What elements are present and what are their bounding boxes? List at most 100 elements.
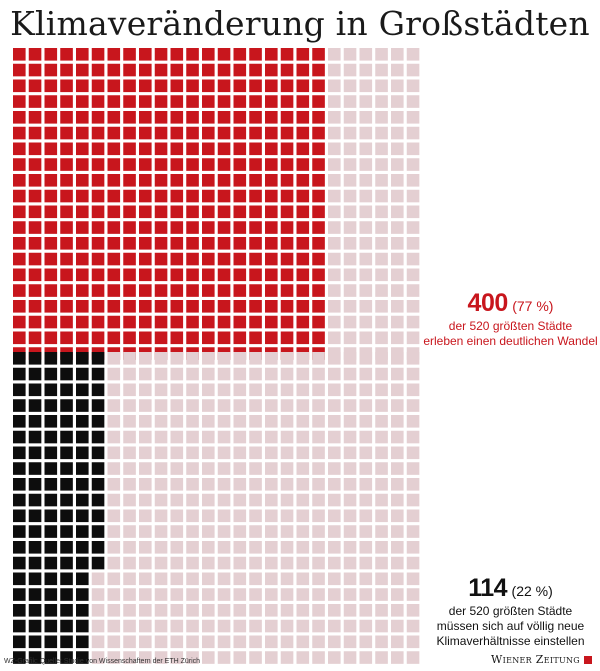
waffle-cell	[343, 635, 357, 649]
waffle-cell-highlighted	[265, 205, 278, 219]
waffle-cell	[343, 509, 357, 523]
waffle-cell	[217, 525, 231, 538]
waffle-cell	[280, 556, 294, 570]
waffle-cell	[139, 588, 152, 601]
waffle-cell	[123, 556, 136, 570]
waffle-cell	[202, 525, 215, 538]
waffle-cell	[233, 478, 247, 491]
waffle-cell-highlighted	[296, 95, 310, 108]
waffle-cell-highlighted	[265, 300, 278, 313]
waffle-cell	[296, 588, 310, 601]
waffle-cell	[375, 462, 388, 475]
waffle-cell-highlighted	[170, 63, 184, 77]
waffle-cell	[265, 525, 278, 538]
waffle-cell-highlighted	[186, 237, 199, 250]
waffle-cell	[154, 415, 168, 428]
waffle-cell-highlighted	[217, 174, 231, 187]
waffle-cell	[359, 493, 373, 507]
waffle-cell	[312, 556, 325, 570]
waffle-cell	[375, 315, 388, 329]
waffle-cell	[233, 619, 247, 633]
waffle-cell-highlighted	[44, 237, 58, 250]
waffle-cell	[359, 541, 373, 554]
waffle-cell	[186, 619, 199, 633]
waffle-cell	[359, 111, 373, 124]
waffle-cell-highlighted	[107, 142, 121, 156]
waffle-cell-highlighted	[107, 284, 121, 297]
waffle-cell-highlighted	[76, 415, 89, 428]
waffle-cell	[343, 315, 357, 329]
waffle-cell-highlighted	[186, 315, 199, 329]
waffle-cell	[343, 111, 357, 124]
waffle-cell-highlighted	[60, 268, 73, 282]
waffle-cell-highlighted	[60, 63, 73, 77]
waffle-cell	[296, 462, 310, 475]
waffle-cell-highlighted	[28, 174, 42, 187]
waffle-cell	[265, 462, 278, 475]
waffle-cell	[343, 268, 357, 282]
waffle-cell-highlighted	[280, 315, 294, 329]
waffle-cell	[343, 415, 357, 428]
waffle-cell	[233, 415, 247, 428]
waffle-cell-highlighted	[280, 79, 294, 93]
waffle-cell-highlighted	[60, 541, 73, 554]
waffle-cell	[186, 651, 199, 664]
waffle-cell	[217, 352, 231, 365]
waffle-cell	[359, 126, 373, 140]
waffle-cell-highlighted	[60, 174, 73, 187]
waffle-cell-highlighted	[123, 111, 136, 124]
waffle-cell	[406, 478, 420, 491]
waffle-cell	[359, 315, 373, 329]
waffle-cell	[359, 158, 373, 171]
waffle-cell	[249, 541, 262, 554]
waffle-cell-highlighted	[28, 556, 42, 570]
waffle-cell-highlighted	[13, 268, 26, 282]
waffle-cell-highlighted	[13, 415, 26, 428]
waffle-cell-highlighted	[170, 237, 184, 250]
waffle-cell	[406, 268, 420, 282]
waffle-cell	[375, 111, 388, 124]
waffle-cell-highlighted	[44, 205, 58, 219]
waffle-cell	[107, 604, 121, 617]
waffle-cell	[391, 331, 404, 345]
waffle-cell-highlighted	[44, 383, 58, 397]
waffle-cell-highlighted	[123, 189, 136, 203]
waffle-cell	[328, 541, 341, 554]
waffle-cell-highlighted	[312, 48, 325, 61]
waffle-cell-highlighted	[217, 252, 231, 266]
waffle-cell	[280, 352, 294, 365]
waffle-cell-highlighted	[170, 331, 184, 345]
waffle-cell	[312, 619, 325, 633]
waffle-cell	[186, 367, 199, 381]
waffle-cell	[375, 415, 388, 428]
waffle-cell-highlighted	[123, 331, 136, 345]
waffle-cell	[343, 237, 357, 250]
waffle-cell	[202, 462, 215, 475]
waffle-cell	[170, 619, 184, 633]
waffle-cell-highlighted	[60, 399, 73, 412]
waffle-cell-highlighted	[44, 415, 58, 428]
waffle-cell-highlighted	[265, 95, 278, 108]
waffle-cell	[359, 63, 373, 77]
waffle-cell-highlighted	[202, 315, 215, 329]
chart-title: Klimaveränderung in Großstädten	[10, 4, 590, 43]
waffle-cell	[391, 300, 404, 313]
waffle-cell-highlighted	[91, 478, 105, 491]
waffle-cell	[249, 415, 262, 428]
waffle-cell	[312, 399, 325, 412]
waffle-cell	[265, 478, 278, 491]
waffle-cell-highlighted	[60, 331, 73, 345]
waffle-cell	[154, 604, 168, 617]
waffle-cell-highlighted	[265, 284, 278, 297]
waffle-cell-highlighted	[312, 252, 325, 266]
waffle-cell	[359, 367, 373, 381]
waffle-cell	[154, 588, 168, 601]
waffle-cell	[328, 142, 341, 156]
waffle-cell	[328, 367, 341, 381]
waffle-cell-highlighted	[28, 367, 42, 381]
waffle-cell-highlighted	[28, 221, 42, 234]
waffle-cell-highlighted	[233, 189, 247, 203]
waffle-cell-highlighted	[265, 331, 278, 345]
waffle-cell	[217, 604, 231, 617]
waffle-cell	[375, 604, 388, 617]
